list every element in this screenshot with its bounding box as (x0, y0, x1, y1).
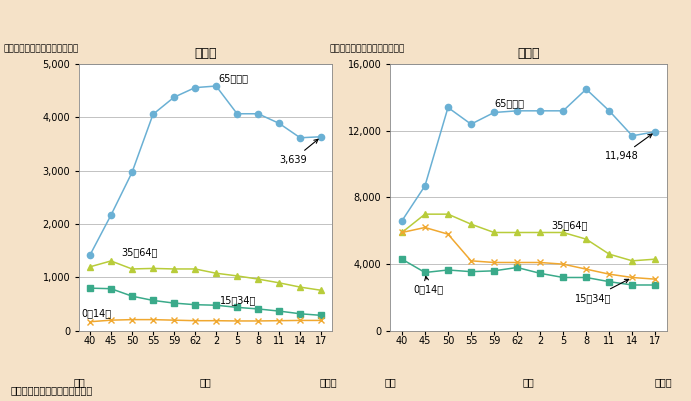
Text: 平成: 平成 (522, 377, 535, 387)
Text: 15～34歳: 15～34歳 (220, 296, 256, 306)
Text: 昭和: 昭和 (73, 377, 86, 387)
Text: 0～14歳: 0～14歳 (413, 276, 444, 294)
Text: 3,639: 3,639 (279, 139, 318, 165)
Text: 35～64歳: 35～64歳 (122, 248, 158, 257)
Text: （年）: （年） (654, 377, 672, 387)
Text: 65歳以上: 65歳以上 (494, 98, 524, 108)
Title: 入　院: 入 院 (194, 47, 217, 60)
Title: 外　来: 外 来 (518, 47, 540, 60)
Text: 昭和: 昭和 (384, 377, 397, 387)
Text: 35～64歳: 35～64歳 (551, 220, 588, 230)
Text: 0～14歳: 0～14歳 (82, 308, 112, 318)
Text: 資料：厚生労働省「患者調査」: 資料：厚生労働省「患者調査」 (10, 385, 93, 395)
Text: 平成: 平成 (200, 377, 211, 387)
Text: （年）: （年） (319, 377, 337, 387)
Text: 15～34歳: 15～34歳 (575, 279, 629, 303)
Text: 11,948: 11,948 (605, 134, 652, 161)
Text: 65歳以上: 65歳以上 (218, 73, 248, 83)
Text: （各年齢階級別人口１０万対）: （各年齢階級別人口１０万対） (330, 45, 405, 53)
Text: （各年齢階級別人口１０万対）: （各年齢階級別人口１０万対） (3, 45, 79, 53)
